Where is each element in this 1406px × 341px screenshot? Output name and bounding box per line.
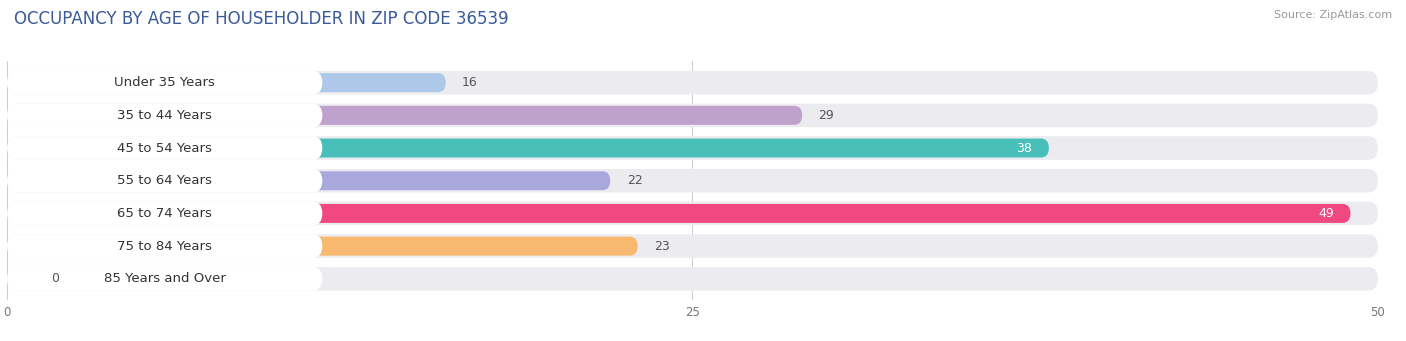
FancyBboxPatch shape bbox=[7, 269, 34, 288]
Text: 75 to 84 Years: 75 to 84 Years bbox=[117, 240, 212, 253]
FancyBboxPatch shape bbox=[7, 204, 1350, 223]
FancyBboxPatch shape bbox=[7, 136, 322, 160]
FancyBboxPatch shape bbox=[7, 267, 1378, 291]
FancyBboxPatch shape bbox=[7, 171, 610, 190]
FancyBboxPatch shape bbox=[7, 138, 1049, 158]
Text: 0: 0 bbox=[51, 272, 59, 285]
FancyBboxPatch shape bbox=[7, 71, 322, 94]
Text: 29: 29 bbox=[818, 109, 834, 122]
FancyBboxPatch shape bbox=[7, 267, 322, 291]
FancyBboxPatch shape bbox=[7, 106, 801, 125]
FancyBboxPatch shape bbox=[7, 73, 446, 92]
FancyBboxPatch shape bbox=[7, 104, 322, 127]
FancyBboxPatch shape bbox=[7, 169, 1378, 193]
Text: 23: 23 bbox=[654, 240, 669, 253]
FancyBboxPatch shape bbox=[7, 234, 1378, 258]
Text: 85 Years and Over: 85 Years and Over bbox=[104, 272, 225, 285]
FancyBboxPatch shape bbox=[7, 136, 1378, 160]
FancyBboxPatch shape bbox=[7, 169, 322, 193]
Text: Under 35 Years: Under 35 Years bbox=[114, 76, 215, 89]
Text: 22: 22 bbox=[627, 174, 643, 187]
Text: 45 to 54 Years: 45 to 54 Years bbox=[117, 142, 212, 154]
Text: 35 to 44 Years: 35 to 44 Years bbox=[117, 109, 212, 122]
Text: Source: ZipAtlas.com: Source: ZipAtlas.com bbox=[1274, 10, 1392, 20]
Text: 38: 38 bbox=[1017, 142, 1032, 154]
Text: OCCUPANCY BY AGE OF HOUSEHOLDER IN ZIP CODE 36539: OCCUPANCY BY AGE OF HOUSEHOLDER IN ZIP C… bbox=[14, 10, 509, 28]
Text: 16: 16 bbox=[463, 76, 478, 89]
Text: 55 to 64 Years: 55 to 64 Years bbox=[117, 174, 212, 187]
FancyBboxPatch shape bbox=[7, 202, 322, 225]
FancyBboxPatch shape bbox=[7, 237, 638, 256]
FancyBboxPatch shape bbox=[7, 202, 1378, 225]
FancyBboxPatch shape bbox=[7, 234, 322, 258]
Text: 49: 49 bbox=[1319, 207, 1334, 220]
FancyBboxPatch shape bbox=[7, 104, 1378, 127]
Text: 65 to 74 Years: 65 to 74 Years bbox=[117, 207, 212, 220]
FancyBboxPatch shape bbox=[7, 71, 1378, 94]
